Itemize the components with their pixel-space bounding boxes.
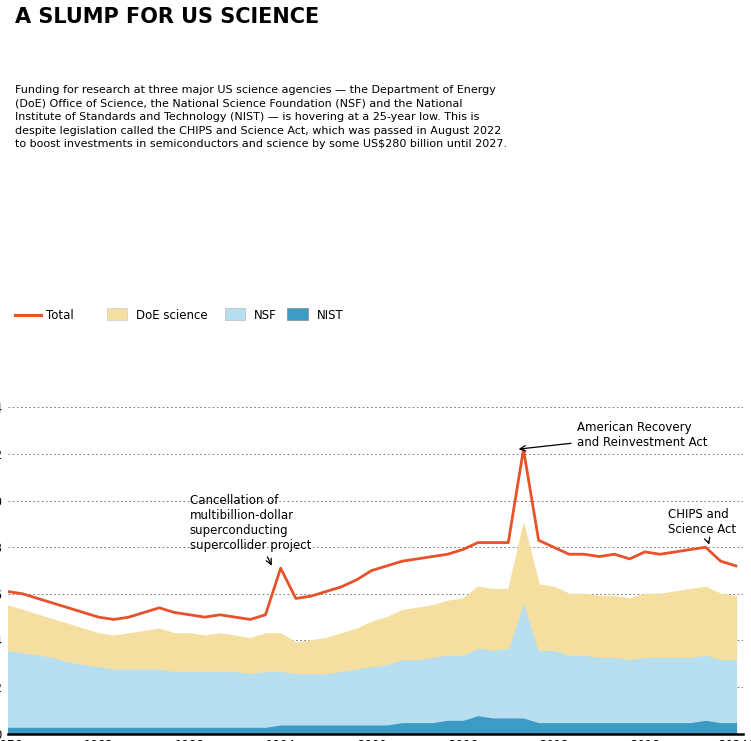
Text: NSF: NSF <box>254 308 277 322</box>
Text: Funding for research at three major US science agencies — the Department of Ener: Funding for research at three major US s… <box>15 85 507 150</box>
Text: Total: Total <box>46 308 74 322</box>
Text: DoE science: DoE science <box>137 308 208 322</box>
Text: A SLUMP FOR US SCIENCE: A SLUMP FOR US SCIENCE <box>15 7 319 27</box>
Text: Cancellation of
multibillion-dollar
superconducting
supercollider project: Cancellation of multibillion-dollar supe… <box>189 494 311 565</box>
Text: CHIPS and
Science Act: CHIPS and Science Act <box>668 508 736 543</box>
Text: American Recovery
and Reinvestment Act: American Recovery and Reinvestment Act <box>520 422 707 451</box>
FancyBboxPatch shape <box>107 308 128 320</box>
FancyBboxPatch shape <box>287 308 308 320</box>
FancyBboxPatch shape <box>225 308 246 320</box>
Text: NIST: NIST <box>317 308 343 322</box>
